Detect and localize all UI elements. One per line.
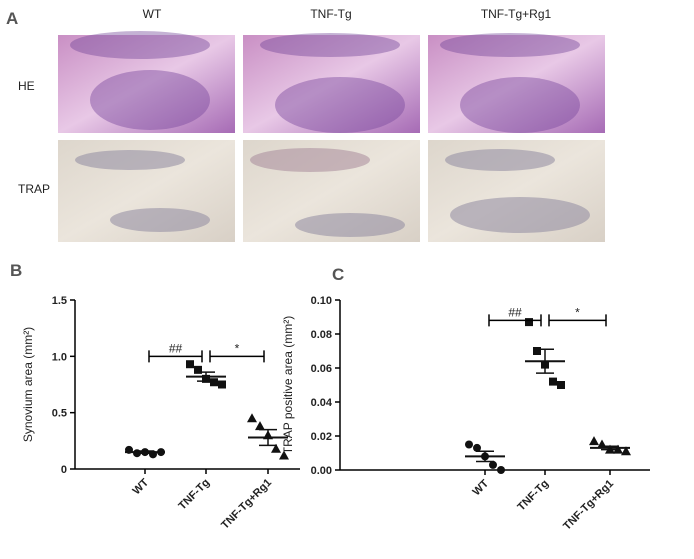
y-tick-label: 0.5 (52, 408, 67, 420)
row-label: TRAP (18, 182, 50, 196)
point (255, 421, 265, 431)
point (525, 318, 533, 327)
column-label: WT (143, 7, 162, 21)
panel-letter: B (10, 261, 22, 280)
he-image (58, 31, 605, 133)
point (533, 347, 541, 355)
y-tick-label: 0.06 (311, 363, 332, 375)
y-tick-label: 0.08 (311, 329, 332, 341)
significance-label: ## (169, 341, 183, 355)
point (465, 440, 473, 449)
y-axis-label: Synovium area (mm²) (21, 327, 35, 442)
point (589, 436, 599, 446)
y-tick-label: 1.5 (52, 295, 67, 307)
x-tick-label: TNF-Tg (515, 478, 551, 514)
x-tick-label: TNF-Tg (176, 477, 212, 513)
panel-letter: A (6, 9, 18, 28)
point (271, 443, 281, 453)
column-label: TNF-Tg (310, 7, 351, 21)
significance-bracket (488, 314, 542, 327)
y-tick-label: 0.00 (311, 465, 332, 477)
significance-label: * (235, 341, 240, 355)
point (186, 360, 194, 369)
trap-image (58, 140, 605, 242)
point (621, 446, 631, 456)
panel-letter: C (332, 265, 344, 284)
x-tick-label: WT (471, 477, 492, 498)
x-tick-label: WT (131, 476, 152, 497)
significance-label: ## (508, 305, 522, 319)
y-tick-label: 0.04 (311, 397, 333, 409)
point (557, 381, 565, 389)
point (473, 443, 481, 452)
y-tick-label: 0.02 (311, 431, 332, 443)
point (549, 377, 557, 386)
point (279, 450, 289, 460)
point (218, 380, 226, 389)
significance-bracket (548, 314, 607, 327)
column-label: TNF-Tg+Rg1 (481, 7, 552, 21)
significance-bracket (148, 350, 203, 363)
significance-bracket (209, 350, 265, 363)
point (497, 466, 505, 474)
point (194, 365, 202, 374)
point (489, 460, 497, 469)
y-axis-label: TRAP positive area (mm²) (281, 316, 295, 454)
row-label: HE (18, 79, 35, 93)
y-tick-label: 0 (61, 464, 67, 476)
x-tick-label: TNF-Tg+Rg1 (561, 478, 616, 533)
point (247, 413, 257, 423)
y-tick-label: 1.0 (52, 351, 67, 363)
x-tick-label: TNF-Tg+Rg1 (219, 477, 274, 532)
point (210, 378, 218, 387)
micrographs (58, 31, 605, 242)
significance-label: * (575, 305, 580, 319)
y-tick-label: 0.10 (311, 295, 332, 307)
